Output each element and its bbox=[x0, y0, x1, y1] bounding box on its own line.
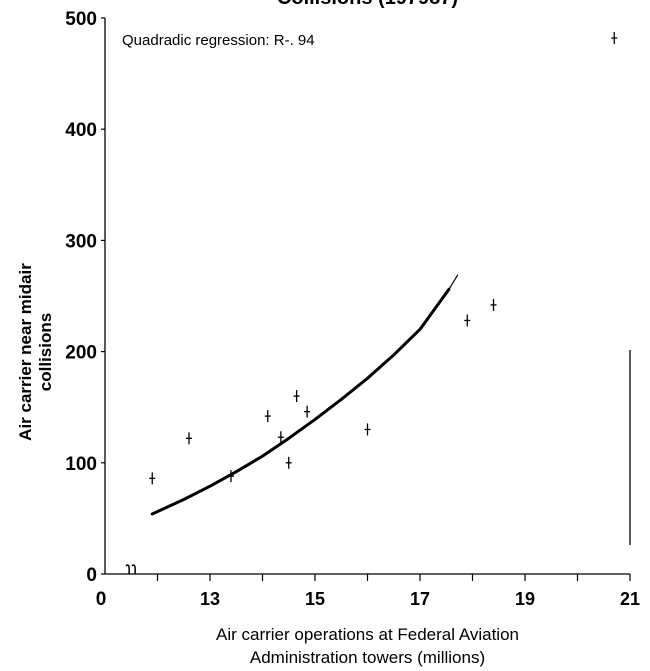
chart-title: Collisions (1979­87) bbox=[105, 0, 630, 9]
data-point bbox=[186, 432, 192, 445]
data-point bbox=[293, 390, 300, 403]
y-tick-label: 100 bbox=[65, 454, 97, 475]
regression-annotation: Quadradic regression: R-. 94 bbox=[122, 32, 315, 49]
x-tick-label: 15 bbox=[305, 589, 325, 609]
x-axis-label-line1: Air carrier operations at Federal Aviati… bbox=[215, 625, 519, 644]
data-point bbox=[611, 32, 618, 45]
y-tick-label: 500 bbox=[65, 9, 97, 30]
axis-break-mark bbox=[125, 564, 136, 575]
data-point bbox=[490, 298, 497, 311]
x-tick-label: 19 bbox=[515, 589, 535, 609]
data-point bbox=[149, 472, 156, 485]
x-origin-label: 0 bbox=[96, 589, 107, 610]
y-tick-label: 0 bbox=[86, 565, 97, 586]
x-tick-label: 13 bbox=[200, 589, 220, 609]
y-tick-label: 200 bbox=[65, 343, 97, 364]
data-point bbox=[304, 405, 311, 418]
data-point bbox=[264, 410, 271, 423]
y-tick-label: 300 bbox=[65, 231, 97, 252]
data-point bbox=[364, 423, 371, 436]
data-point bbox=[228, 470, 234, 483]
y-tick-label: 400 bbox=[65, 120, 97, 141]
x-tick-label: 17 bbox=[410, 589, 430, 609]
x-tick-label: 21 bbox=[620, 589, 640, 609]
regression-curve bbox=[150, 287, 451, 516]
data-point bbox=[285, 456, 292, 469]
data-point bbox=[277, 431, 284, 444]
x-axis-label-line2: Administration towers (millions) bbox=[249, 648, 486, 667]
regression-curve-extension bbox=[448, 274, 459, 290]
data-point bbox=[464, 314, 471, 327]
